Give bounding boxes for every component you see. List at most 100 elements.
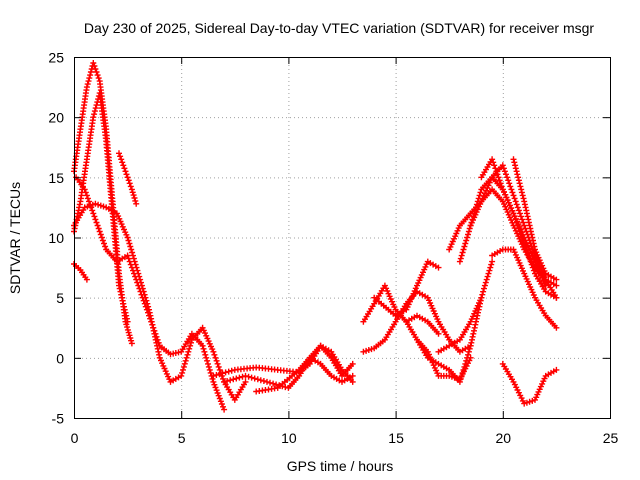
y-axis-title: SDTVAR / TECUs bbox=[7, 182, 23, 294]
data-point bbox=[460, 246, 467, 253]
data-point bbox=[511, 213, 518, 220]
data-point bbox=[495, 174, 502, 181]
data-point bbox=[514, 222, 521, 229]
data-point bbox=[519, 192, 526, 199]
data-point bbox=[132, 197, 139, 204]
data-point bbox=[81, 204, 88, 211]
data-point bbox=[513, 219, 520, 226]
data-point bbox=[236, 374, 243, 381]
series-track-5 bbox=[71, 261, 90, 283]
data-point bbox=[129, 189, 136, 196]
data-point bbox=[132, 261, 139, 268]
data-point bbox=[180, 366, 186, 373]
x-tick-label: 10 bbox=[281, 430, 297, 446]
data-point bbox=[473, 209, 480, 216]
data-point bbox=[528, 261, 535, 268]
data-point bbox=[220, 375, 226, 382]
data-point bbox=[151, 330, 158, 337]
y-tick-label: 10 bbox=[48, 230, 64, 246]
data-point bbox=[228, 367, 235, 374]
data-point bbox=[463, 237, 470, 244]
data-point bbox=[456, 258, 463, 265]
data-point bbox=[144, 300, 151, 307]
data-point bbox=[127, 243, 134, 250]
data-point bbox=[91, 108, 98, 115]
data-point bbox=[466, 345, 473, 352]
x-tick-label: 15 bbox=[388, 430, 404, 446]
data-point bbox=[205, 360, 211, 367]
data-point bbox=[349, 378, 356, 385]
data-point bbox=[94, 72, 101, 79]
data-point bbox=[86, 75, 93, 82]
data-series bbox=[71, 60, 560, 413]
y-tick-label: 0 bbox=[56, 350, 64, 366]
data-point bbox=[213, 357, 220, 364]
data-point bbox=[212, 384, 219, 391]
data-point bbox=[282, 384, 289, 391]
data-point bbox=[99, 237, 106, 244]
data-point bbox=[498, 183, 505, 190]
data-point bbox=[216, 395, 223, 402]
data-point bbox=[257, 377, 264, 384]
data-point bbox=[476, 192, 483, 199]
series-line bbox=[75, 176, 225, 410]
data-point bbox=[242, 372, 249, 379]
data-point bbox=[465, 348, 472, 355]
data-point bbox=[529, 264, 536, 271]
data-point bbox=[484, 273, 491, 280]
data-point bbox=[507, 183, 514, 190]
data-point bbox=[215, 392, 222, 399]
data-point bbox=[480, 288, 487, 295]
data-point bbox=[97, 231, 104, 238]
data-point bbox=[506, 214, 513, 221]
data-point bbox=[116, 150, 122, 157]
data-point bbox=[131, 195, 138, 201]
data-point bbox=[214, 360, 221, 367]
data-point bbox=[485, 270, 492, 277]
series-track-22 bbox=[499, 360, 560, 407]
data-point bbox=[142, 294, 149, 301]
series-track-2 bbox=[71, 90, 131, 325]
data-point bbox=[87, 72, 94, 79]
data-point bbox=[491, 162, 498, 169]
series-track-12 bbox=[371, 258, 442, 319]
y-tick-label: -5 bbox=[52, 411, 65, 427]
data-point bbox=[216, 371, 223, 378]
data-point bbox=[525, 252, 532, 259]
data-point bbox=[512, 198, 519, 205]
data-point bbox=[267, 379, 273, 386]
data-point bbox=[87, 69, 94, 75]
data-point bbox=[435, 264, 442, 271]
data-point bbox=[503, 171, 509, 178]
data-point bbox=[506, 202, 513, 209]
data-point bbox=[467, 354, 474, 361]
data-point bbox=[140, 288, 147, 295]
data-point bbox=[95, 201, 102, 208]
data-point bbox=[520, 237, 527, 244]
series-track-6 bbox=[116, 150, 140, 207]
data-point bbox=[225, 368, 232, 375]
data-point bbox=[496, 177, 503, 184]
data-point bbox=[527, 258, 534, 265]
axes: 0 5 10 15 20 25 -5 0 5 10 15 20 25 bbox=[48, 50, 618, 447]
data-point bbox=[118, 291, 125, 298]
data-point bbox=[499, 198, 506, 205]
data-point bbox=[514, 171, 521, 178]
series-track-19 bbox=[478, 156, 560, 301]
data-point bbox=[124, 318, 131, 325]
data-point bbox=[462, 240, 469, 247]
data-point bbox=[466, 225, 473, 232]
data-point bbox=[138, 282, 145, 289]
data-point bbox=[517, 228, 523, 235]
data-point bbox=[479, 291, 486, 298]
x-axis-title: GPS time / hours bbox=[287, 458, 394, 474]
data-point bbox=[222, 369, 229, 376]
data-point bbox=[179, 369, 186, 376]
x-tick-label: 0 bbox=[71, 430, 79, 446]
data-point bbox=[121, 306, 128, 313]
data-point bbox=[510, 192, 517, 199]
data-point bbox=[477, 201, 484, 208]
series-line bbox=[502, 363, 557, 405]
data-point bbox=[239, 373, 246, 380]
data-point bbox=[483, 276, 490, 283]
